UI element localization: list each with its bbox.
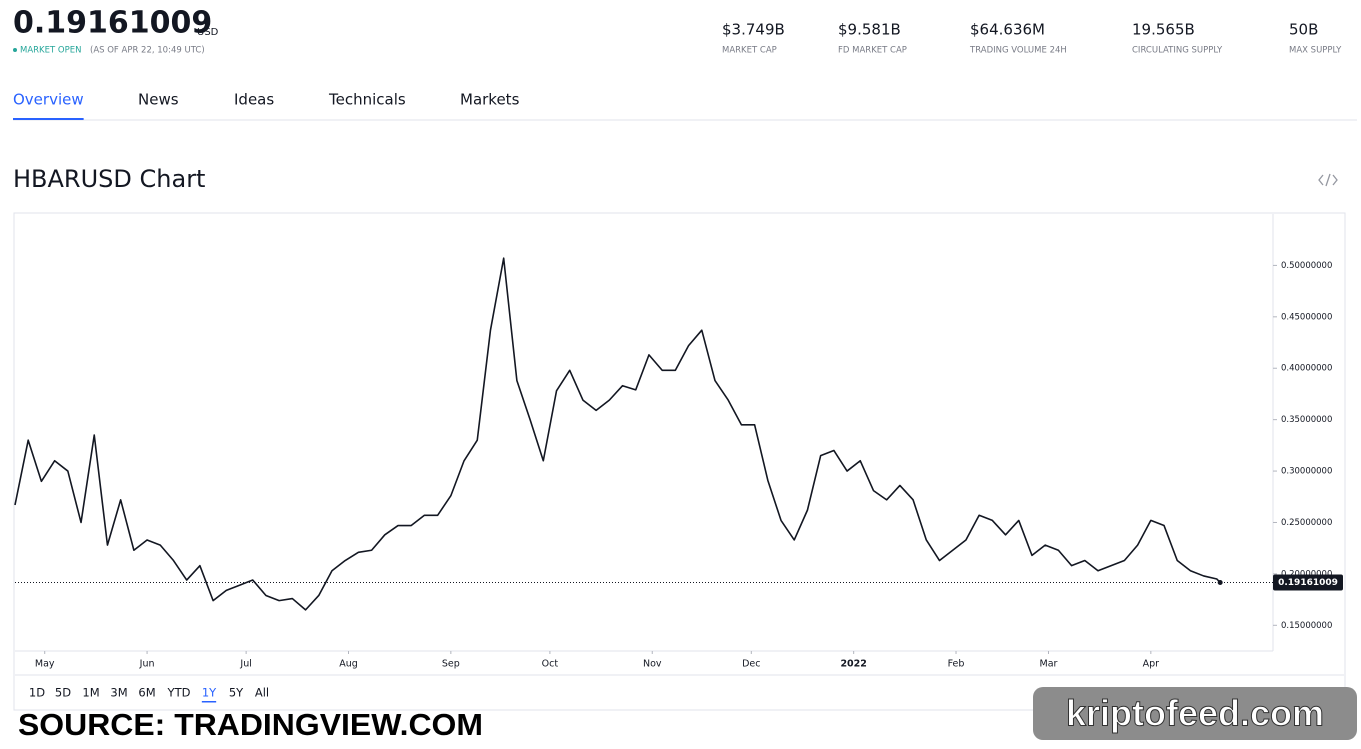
range-button[interactable]: All (255, 686, 269, 700)
stat-label: FD MARKET CAP (838, 46, 907, 56)
x-tick-label: Sep (442, 659, 460, 670)
x-tick-label: Feb (948, 659, 965, 670)
tab[interactable]: Markets (460, 91, 520, 109)
range-button[interactable]: 5Y (229, 686, 244, 700)
stat-value: $3.749B (722, 21, 785, 39)
x-tick-label: Aug (339, 659, 358, 670)
stat-label: TRADING VOLUME 24H (969, 46, 1067, 56)
y-tick-label: 0.20000000 (1281, 569, 1332, 579)
currency: USD (197, 27, 219, 38)
embed-icon[interactable] (1318, 173, 1338, 187)
watermark-box (1033, 687, 1357, 740)
stat-label: MAX SUPPLY (1289, 46, 1342, 56)
tab-underline (13, 118, 84, 120)
range-button[interactable]: 1M (82, 686, 99, 700)
x-tick-label: May (35, 659, 55, 670)
range-button[interactable]: YTD (167, 686, 191, 700)
y-tick-label: 0.30000000 (1281, 467, 1332, 477)
x-tick-label: Dec (742, 659, 760, 670)
y-tick-label: 0.25000000 (1281, 518, 1332, 528)
y-tick-label: 0.45000000 (1281, 312, 1332, 322)
stat-value: $9.581B (838, 21, 901, 39)
range-button[interactable]: 6M (138, 686, 155, 700)
tab[interactable]: News (138, 91, 179, 109)
tab[interactable]: Ideas (234, 91, 274, 109)
x-tick-label: Oct (542, 659, 559, 670)
market-status: MARKET OPEN (20, 46, 81, 56)
stat-value: 19.565B (1132, 21, 1195, 39)
stat-label: CIRCULATING SUPPLY (1132, 46, 1223, 56)
last-point (1217, 580, 1223, 586)
y-tick-label: 0.50000000 (1281, 261, 1332, 271)
x-tick-label: Jun (139, 659, 155, 670)
range-button[interactable]: 1Y (202, 686, 217, 700)
x-tick-label: Jul (239, 659, 251, 670)
y-tick-label: 0.15000000 (1281, 621, 1332, 631)
x-tick-label: Mar (1040, 659, 1058, 670)
tab[interactable]: Technicals (328, 91, 406, 109)
y-tick-label: 0.40000000 (1281, 364, 1332, 374)
x-tick-label: Nov (643, 659, 662, 670)
stat-value: 50B (1289, 21, 1318, 39)
price-line-series (14, 257, 1221, 611)
stat-label: MARKET CAP (722, 46, 777, 56)
x-tick-label: 2022 (840, 659, 866, 670)
price-tag-label: 0.19161009 (1278, 578, 1338, 588)
stat-value: $64.636M (970, 21, 1045, 39)
status-dot (13, 48, 17, 52)
x-tick-label: Apr (1143, 659, 1160, 670)
tab[interactable]: Overview (13, 91, 84, 109)
chart-frame (13, 212, 1346, 711)
range-button[interactable]: 1D (29, 686, 45, 700)
range-button[interactable]: 3M (110, 686, 127, 700)
chart-title: HBARUSD Chart (13, 165, 205, 193)
source: SOURCE: TRADINGVIEW.COM (18, 707, 483, 742)
as-of: (AS OF APR 22, 10:49 UTC) (90, 46, 205, 56)
price: 0.19161009 (13, 6, 212, 41)
range-button[interactable]: 5D (55, 686, 71, 700)
y-tick-label: 0.35000000 (1281, 415, 1332, 425)
range-underline (201, 701, 217, 703)
watermark: kriptofeed.com (1066, 693, 1324, 734)
price-tag (1273, 574, 1343, 591)
